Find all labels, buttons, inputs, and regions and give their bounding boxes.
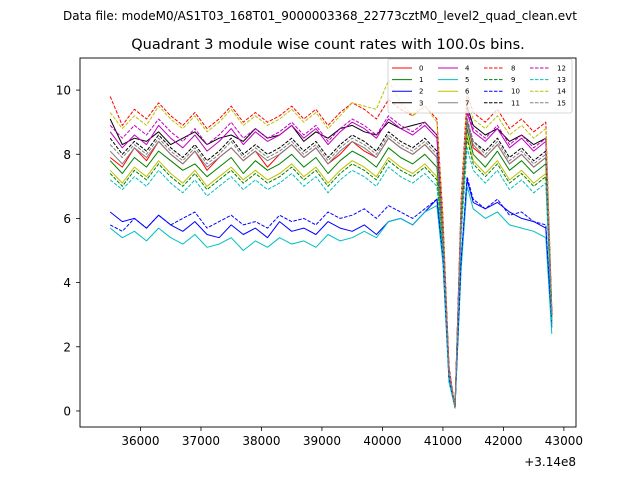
- x-tick-label: 42000: [484, 434, 522, 448]
- series-line-9: [109, 137, 553, 409]
- y-axis: 0 2 4 6 8 10: [56, 84, 80, 418]
- y-tick-label: 10: [56, 84, 71, 98]
- series-line-5: [109, 185, 553, 409]
- legend-label-11: 11: [511, 99, 520, 107]
- legend-label-7: 7: [465, 99, 469, 107]
- legend-label-12: 12: [557, 65, 566, 73]
- series-line-15: [109, 118, 553, 409]
- legend-label-10: 10: [511, 88, 520, 96]
- series-line-10: [109, 176, 553, 409]
- series-line-3: [109, 105, 553, 409]
- figure-suptitle: Data file: modeM0/AS1T03_168T01_90000033…: [63, 9, 577, 23]
- series-line-11: [109, 118, 553, 409]
- series-line-12: [109, 108, 553, 409]
- legend-label-14: 14: [557, 88, 566, 96]
- x-offset-text: +3.14e8: [524, 455, 576, 469]
- x-tick-label: 37000: [182, 434, 220, 448]
- legend-label-2: 2: [419, 88, 423, 96]
- series-line-13: [109, 147, 553, 409]
- x-tick-label: 41000: [424, 434, 462, 448]
- legend-label-5: 5: [465, 76, 469, 84]
- y-tick-label: 2: [63, 340, 71, 354]
- series-layer: [109, 80, 553, 409]
- legend-label-4: 4: [465, 65, 470, 73]
- series-line-1: [109, 128, 553, 409]
- x-axis: 36000 37000 38000 39000 40000 41000 42000 43000: [121, 427, 583, 448]
- series-line-7: [109, 121, 553, 409]
- y-tick-label: 4: [63, 276, 71, 290]
- series-line-14: [109, 80, 553, 409]
- legend-label-6: 6: [465, 88, 470, 96]
- y-tick-label: 0: [63, 404, 71, 418]
- y-tick-label: 8: [63, 148, 71, 162]
- series-line-2: [109, 179, 553, 409]
- legend-label-9: 9: [511, 76, 515, 84]
- series-line-6: [109, 134, 553, 409]
- legend-label-3: 3: [419, 99, 423, 107]
- legend-frame: [387, 58, 573, 114]
- x-tick-label: 38000: [242, 434, 280, 448]
- chart-title: Quadrant 3 module wise count rates with …: [131, 37, 525, 53]
- y-tick-label: 6: [63, 212, 71, 226]
- legend-label-0: 0: [419, 65, 423, 73]
- x-tick-label: 43000: [545, 434, 583, 448]
- legend-label-13: 13: [557, 76, 566, 84]
- plot-frame: [79, 57, 577, 428]
- series-line-8: [109, 92, 553, 409]
- legend-label-8: 8: [511, 65, 515, 73]
- x-tick-label: 39000: [303, 434, 341, 448]
- x-tick-label: 36000: [121, 434, 159, 448]
- series-line-4: [109, 112, 553, 409]
- legend-label-15: 15: [557, 99, 566, 107]
- x-tick-label: 40000: [363, 434, 401, 448]
- legend-label-1: 1: [419, 76, 423, 84]
